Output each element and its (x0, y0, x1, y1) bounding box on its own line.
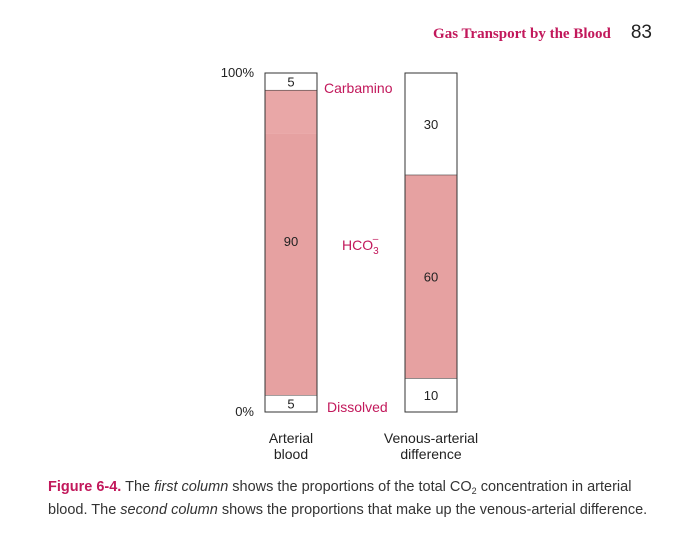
x-tick-label: Arterial (269, 430, 313, 446)
data-label: 5 (287, 74, 294, 89)
figure-caption: Figure 6-4. The first column shows the p… (48, 478, 658, 520)
bar-segment-carbamino (265, 73, 317, 90)
y-tick-label: 0% (235, 404, 254, 419)
legend-label-hco3: HCO3– (342, 234, 379, 257)
caption-text: The first column shows the proportions o… (48, 479, 647, 518)
bar-outline (264, 72, 318, 413)
bar-segment-carbamino (405, 73, 457, 175)
y-tick-label: 100% (221, 65, 255, 80)
running-title: Gas Transport by the Blood (433, 26, 611, 42)
data-label: 5 (287, 397, 294, 412)
figure-label: Figure 6-4. (48, 479, 122, 495)
caption-part: 2 (471, 486, 477, 496)
page-number: 83 (630, 22, 652, 43)
page-header: Gas Transport by the Blood 83 (433, 22, 652, 44)
caption-part: second column (120, 502, 218, 518)
caption-part: shows the proportions that make up the v… (217, 502, 648, 518)
data-label: 60 (424, 269, 438, 284)
caption-part: The (125, 479, 155, 495)
bar-segment-dissolved (405, 378, 457, 412)
data-label: 90 (284, 234, 298, 249)
caption-part: shows the proportions of the total CO (228, 479, 472, 495)
x-tick-label: difference (400, 446, 461, 462)
data-label: 30 (424, 117, 438, 132)
legend-label-dissolved: Dissolved (327, 399, 388, 415)
bar-segment-hco3 (405, 174, 457, 379)
x-tick-label: blood (274, 446, 308, 462)
bar-outline (404, 72, 458, 413)
legend-label-carbamino: Carbamino (324, 80, 393, 96)
data-label: 10 (424, 388, 438, 403)
caption-part: first column (154, 479, 229, 495)
bar-segment-dissolved (265, 395, 317, 412)
x-tick-label: Venous-arterial (384, 430, 478, 446)
bar-segment-hco3-upper (265, 89, 317, 134)
bar-segment-hco3 (265, 133, 317, 396)
caption-part: concentration in arterial blood. The (48, 479, 632, 518)
